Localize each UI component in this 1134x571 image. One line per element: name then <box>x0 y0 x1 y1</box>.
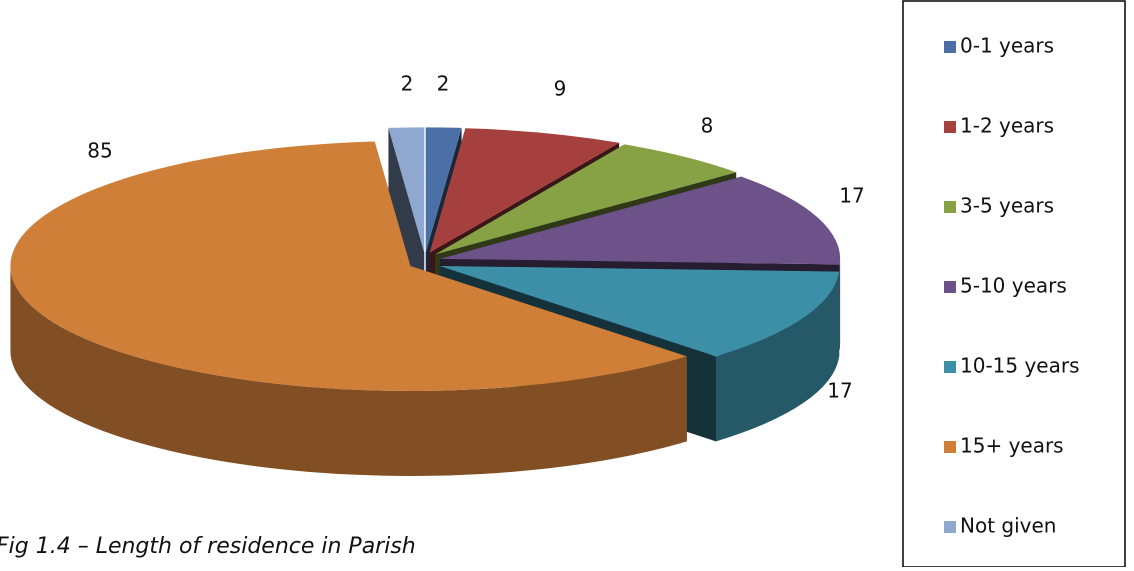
legend-label: 1-2 years <box>960 114 1054 138</box>
legend-swatch <box>944 41 956 53</box>
legend-label: Not given <box>960 514 1056 538</box>
legend-swatch <box>944 361 956 373</box>
caption: Fig 1.4 – Length of residence in Parish <box>0 534 416 559</box>
data-label: 2 <box>401 72 414 96</box>
data-label: 17 <box>839 184 864 208</box>
legend-label: 0-1 years <box>960 34 1054 58</box>
legend-label: 3-5 years <box>960 194 1054 218</box>
data-label: 2 <box>437 72 450 96</box>
legend-swatch <box>944 521 956 533</box>
legend-swatch <box>944 441 956 453</box>
legend-swatch <box>944 281 956 293</box>
data-label: 8 <box>701 114 714 138</box>
legend-label: 10-15 years <box>960 354 1080 378</box>
legend-label: 5-10 years <box>960 274 1067 298</box>
legend-swatch <box>944 121 956 133</box>
legend-swatch <box>944 201 956 213</box>
data-label: 85 <box>87 139 112 163</box>
data-label: 9 <box>554 77 567 101</box>
pie <box>10 127 840 476</box>
legend-label: 15+ years <box>960 434 1064 458</box>
data-label: 17 <box>827 379 852 403</box>
